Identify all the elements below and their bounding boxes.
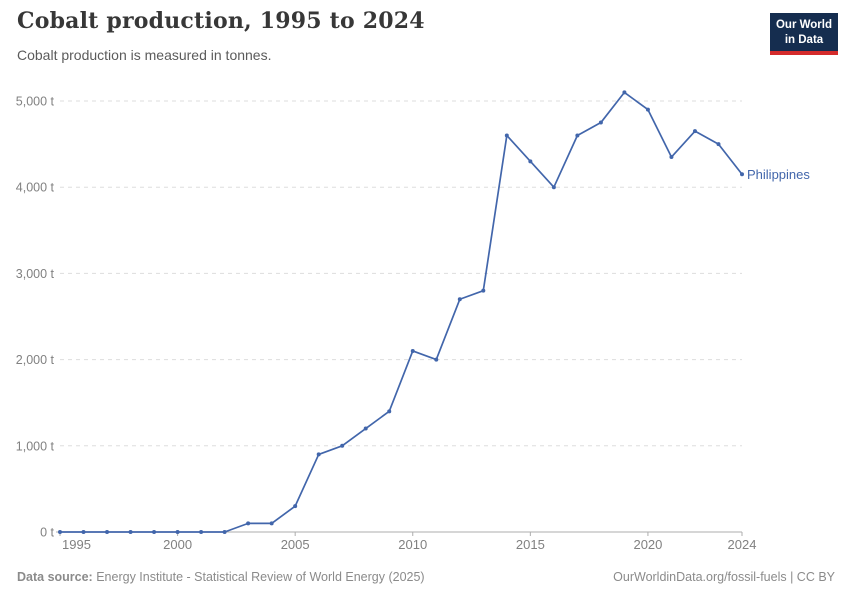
data-point-2023: [716, 142, 721, 147]
data-point-1995: [58, 530, 62, 534]
data-point-2017: [575, 133, 580, 138]
footer-source-label: Data source:: [17, 570, 93, 584]
owid-logo: Our World in Data: [770, 13, 838, 56]
data-point-2019: [622, 90, 627, 95]
data-point-2022: [692, 129, 697, 134]
data-point-2016: [551, 185, 556, 190]
data-point-2004: [269, 521, 274, 526]
data-point-2013: [481, 288, 486, 293]
x-tick-label-2024: 2024: [728, 537, 757, 552]
data-point-2006: [316, 452, 321, 457]
y-tick-label: 3,000 t: [16, 267, 55, 281]
data-point-1999: [152, 530, 157, 534]
data-point-2003: [246, 521, 251, 526]
y-tick-label: 0 t: [40, 526, 54, 540]
data-point-1998: [128, 530, 133, 534]
data-point-2015: [528, 159, 533, 164]
y-tick-label: 4,000 t: [16, 181, 55, 195]
x-tick-label-2020: 2020: [633, 537, 662, 552]
y-tick-label: 5,000 t: [16, 95, 55, 109]
data-point-2018: [598, 120, 603, 125]
data-point-2021: [669, 155, 674, 160]
data-point-2014: [504, 133, 509, 138]
x-tick-label-2015: 2015: [516, 537, 545, 552]
data-point-2005: [293, 504, 298, 509]
data-point-2009: [387, 409, 392, 414]
data-point-1996: [81, 530, 86, 534]
owid-logo-line2: in Data: [784, 33, 824, 46]
data-point-1997: [105, 530, 110, 534]
series-label-philippines: Philippines: [747, 167, 810, 182]
x-tick-label-2005: 2005: [281, 537, 310, 552]
data-point-2012: [457, 297, 462, 302]
data-point-2010: [410, 348, 415, 353]
data-point-2007: [340, 443, 345, 448]
owid-logo-line1: Our World: [775, 19, 832, 31]
data-point-2002: [222, 530, 227, 534]
footer-source-text: Energy Institute - Statistical Review of…: [92, 570, 425, 584]
footer-source: Data source: Energy Institute - Statisti…: [17, 570, 425, 584]
y-tick-label: 1,000 t: [16, 439, 55, 453]
data-point-2024: [740, 172, 744, 177]
series-line-philippines: [59, 91, 743, 533]
x-tick-label-2000: 2000: [163, 537, 192, 552]
data-point-2020: [645, 107, 650, 112]
page-footer: Data source: Energy Institute - Statisti…: [17, 570, 835, 584]
chart-title: Cobalt production, 1995 to 2024: [17, 8, 425, 34]
x-tick-label-1995: 1995: [62, 537, 91, 552]
data-point-2001: [199, 530, 204, 534]
x-tick-label-2010: 2010: [398, 537, 427, 552]
data-point-2000: [175, 530, 180, 534]
data-point-2011: [434, 357, 439, 362]
chart-subtitle: Cobalt production is measured in tonnes.: [17, 47, 272, 63]
y-tick-label: 2,000 t: [16, 353, 55, 367]
data-point-2008: [363, 426, 368, 431]
footer-link-text: OurWorldinData.org/fossil-fuels | CC BY: [613, 570, 835, 584]
